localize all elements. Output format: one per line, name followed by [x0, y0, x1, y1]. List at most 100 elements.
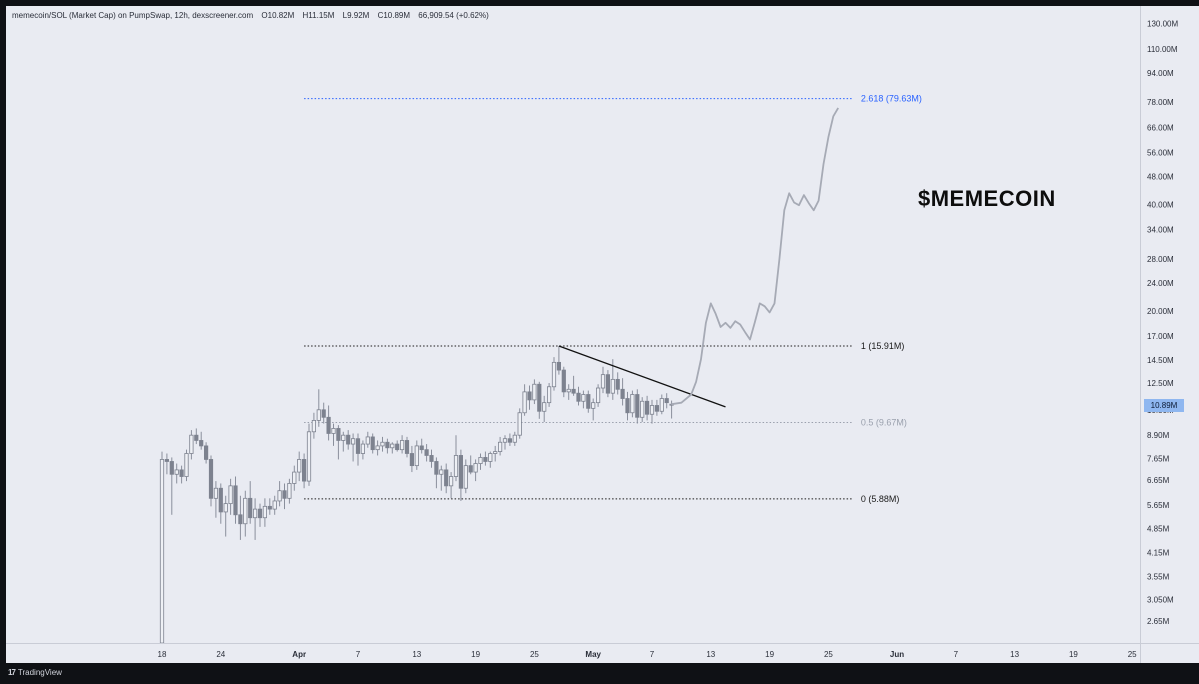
candle-body [159, 459, 165, 643]
candle [522, 384, 527, 416]
candle [184, 449, 189, 482]
candle [659, 394, 664, 415]
candle [605, 370, 611, 398]
candle [355, 433, 361, 466]
candle-body [179, 469, 184, 477]
candle-body [414, 445, 419, 467]
candle-body [645, 400, 650, 415]
candle [179, 465, 184, 484]
candle-body [517, 412, 522, 436]
candle [370, 433, 375, 454]
candle [243, 490, 248, 537]
candle-body [287, 483, 292, 499]
price-tick-label: 94.00M [1147, 69, 1174, 78]
fib-level-label: 0 (5.88M) [861, 494, 900, 504]
candle-body [581, 394, 586, 402]
candle-body [556, 361, 562, 371]
time-tick-label: Jun [890, 650, 904, 659]
candle-body [375, 445, 380, 451]
candle [468, 455, 473, 475]
trendline [558, 345, 726, 408]
ohlc-change: 66,909.54 (+0.62%) [418, 11, 489, 20]
price-tick-label: 17.00M [1147, 332, 1174, 341]
candle-body [493, 451, 498, 454]
candle [238, 495, 243, 540]
candle [532, 379, 537, 405]
candle [267, 498, 272, 515]
candle [301, 453, 307, 489]
candle-body [507, 438, 513, 443]
candle-body [238, 514, 243, 525]
tradingview-logo[interactable]: 17 TradingView [8, 668, 62, 677]
candle [419, 438, 424, 454]
candle-body [262, 505, 268, 519]
candle-body [434, 461, 439, 475]
candle [252, 498, 258, 540]
candle [213, 481, 218, 518]
candle-body [664, 398, 669, 404]
candle [596, 384, 601, 407]
candle-body [208, 459, 214, 499]
ohlc-close: C10.89M [377, 11, 411, 20]
candle-body [640, 400, 645, 418]
candlestick-chart[interactable]: 2.618 (79.63M) 1 (15.91M) 0.5 (9.67M) 0 (5.… [6, 6, 1140, 643]
candle-body [620, 388, 625, 399]
candle [453, 435, 459, 482]
chart-pane[interactable]: 2.618 (79.63M) 1 (15.91M) 0.5 (9.67M) 0 (5.… [6, 6, 1140, 643]
candle-body [497, 441, 503, 452]
candle-body [473, 463, 478, 473]
candle [640, 397, 645, 422]
candle-body [174, 469, 179, 475]
candle [169, 457, 174, 515]
candle [306, 423, 312, 486]
candle-body [311, 419, 317, 433]
candle-body [429, 455, 434, 462]
candle [331, 423, 336, 446]
symbol-name[interactable]: memecoin/SOL (Market Cap) on PumpSwap, 1… [12, 11, 254, 20]
candle-body [566, 388, 571, 393]
fib-level-label: 2.618 (79.63M) [861, 94, 922, 104]
price-tick-label: 8.90M [1147, 431, 1170, 440]
candle-body [654, 405, 660, 412]
candle [414, 440, 419, 470]
candle-body [424, 449, 429, 456]
candle [350, 433, 356, 462]
candle-body [243, 497, 248, 525]
price-tick-label: 6.65M [1147, 476, 1170, 485]
price-axis[interactable]: 130.00M 110.00M 94.00M 78.00M 66.00M 56.00M 48… [1140, 6, 1199, 643]
price-tick-label: 66.00M [1147, 123, 1174, 132]
candle [600, 366, 606, 394]
symbol-legend: memecoin/SOL (Market Cap) on PumpSwap, 1… [12, 11, 489, 20]
candle [399, 435, 405, 454]
candle [591, 398, 596, 421]
time-tick-label: 13 [1010, 650, 1019, 659]
candle [527, 385, 532, 410]
time-tick-label: 19 [471, 650, 480, 659]
candle-body [527, 391, 532, 401]
candle [444, 463, 449, 494]
candle [497, 436, 503, 456]
candle [257, 503, 263, 527]
candle-body [399, 440, 405, 451]
candle [615, 372, 620, 395]
candle [502, 435, 508, 450]
candle [512, 431, 517, 446]
candle-body [659, 398, 664, 412]
candle-body [365, 436, 370, 445]
ohlc-open: O10.82M [261, 11, 295, 20]
candle [223, 495, 228, 537]
candle-body [326, 416, 331, 434]
candle [292, 465, 297, 491]
candle-body [350, 438, 356, 445]
time-tick-label: May [585, 650, 601, 659]
candle-body [385, 441, 390, 449]
candle-body [537, 383, 542, 412]
candle [316, 389, 321, 427]
candle [649, 399, 655, 424]
time-axis[interactable]: 18 24 Apr 7 13 19 25 May 7 13 19 25 Jun 7 13 19 25 [6, 643, 1140, 664]
candle [493, 445, 498, 462]
candle [664, 393, 669, 409]
candle-body [306, 431, 312, 482]
price-tick-label: 20.00M [1147, 307, 1174, 316]
candle-body [502, 438, 508, 443]
